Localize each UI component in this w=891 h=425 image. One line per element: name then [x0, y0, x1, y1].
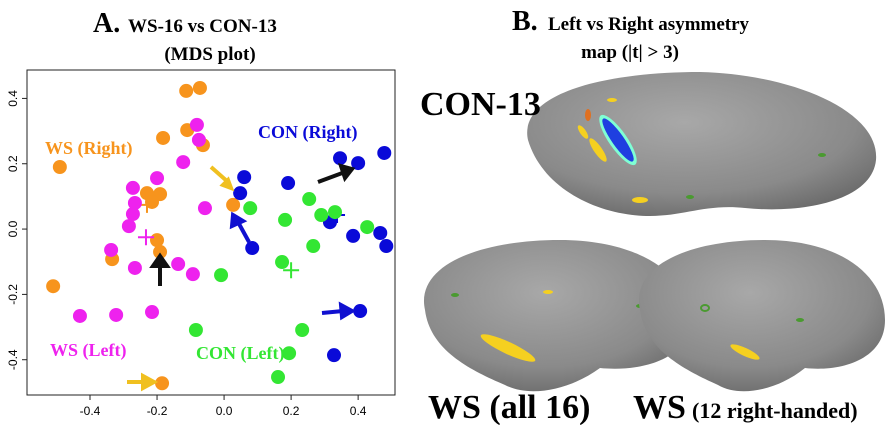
point [314, 208, 328, 222]
point [192, 133, 206, 147]
point [327, 348, 341, 362]
point [186, 267, 200, 281]
x-tick-label: 0.4 [350, 404, 367, 418]
point [155, 376, 169, 390]
series-label: WS (Left) [50, 340, 126, 361]
point [328, 205, 342, 219]
y-tick-label: 0.2 [6, 155, 20, 172]
point [333, 151, 347, 165]
brain-surface [639, 240, 885, 391]
point [346, 229, 360, 243]
arrow-head [341, 166, 352, 178]
point [233, 186, 247, 200]
point [171, 257, 185, 271]
y-tick-label: -0.2 [6, 284, 20, 305]
point [150, 233, 164, 247]
point [295, 323, 309, 337]
arrow [318, 172, 345, 182]
point [109, 308, 123, 322]
point [281, 176, 295, 190]
blob [543, 290, 553, 294]
y-tick-label: 0.4 [6, 90, 20, 107]
point [104, 243, 118, 257]
chart-subtitle: (MDS plot) [164, 44, 255, 65]
blob [632, 197, 648, 203]
brain-label: (12 right-handed) [692, 398, 858, 423]
point [150, 171, 164, 185]
point [179, 84, 193, 98]
point [245, 241, 259, 255]
point [126, 207, 140, 221]
blob [686, 195, 694, 199]
point [145, 305, 159, 319]
point [128, 261, 142, 275]
series-label: CON (Left) [196, 343, 284, 364]
point [360, 220, 374, 234]
panel-title: Left vs Right asymmetry [548, 14, 750, 35]
arrow-head [143, 376, 154, 388]
point [46, 279, 60, 293]
blob [451, 293, 459, 297]
point [198, 201, 212, 215]
point [226, 198, 240, 212]
point [306, 239, 320, 253]
point [379, 239, 393, 253]
blob [796, 318, 804, 322]
point [377, 146, 391, 160]
point [302, 192, 316, 206]
arrow-head [341, 305, 352, 317]
series-label: CON (Right) [258, 122, 358, 143]
plot-area: -0.4 -0.2 0.0 0.2 0.4 -0.4 -0.2 0.0 0.2 0.4 WS (Ri… [6, 81, 393, 418]
point [156, 131, 170, 145]
point [122, 219, 136, 233]
series-label: WS (Right) [45, 138, 133, 159]
brain-con [527, 72, 876, 216]
point [73, 309, 87, 323]
point [53, 160, 67, 174]
point [373, 226, 387, 240]
point [126, 181, 140, 195]
point [243, 201, 257, 215]
arrow-head [153, 256, 167, 266]
point [278, 213, 292, 227]
point [237, 170, 251, 184]
brain-label: CON-13 [420, 86, 541, 123]
blob [818, 153, 826, 157]
arrow-head [223, 180, 231, 188]
brain-label: WS [633, 389, 686, 425]
brain-surface [527, 72, 876, 216]
point [271, 370, 285, 384]
x-tick-label: 0.2 [283, 404, 300, 418]
arrow [238, 222, 249, 242]
point [176, 155, 190, 169]
x-tick-label: -0.2 [147, 404, 168, 418]
x-tick-label: -0.4 [80, 404, 101, 418]
point [189, 323, 203, 337]
y-tick-label: -0.4 [6, 349, 20, 370]
y-tick-label: 0.0 [6, 220, 20, 237]
point [275, 255, 289, 269]
point [193, 81, 207, 95]
figure: A. WS-16 vs CON-13 (MDS plot) -0.4 -0.2 0.… [0, 0, 891, 425]
point [214, 268, 228, 282]
brain-ws-rh [639, 240, 885, 391]
panel-title: map (|t| > 3) [581, 42, 679, 63]
blob [585, 109, 591, 121]
panel-letter: A. [93, 8, 120, 39]
x-tick-label: 0.0 [216, 404, 233, 418]
blob [607, 98, 617, 102]
chart-title: WS-16 vs CON-13 [128, 16, 277, 37]
panel-letter: B. [512, 6, 538, 37]
brain-label: WS (all 16) [428, 389, 590, 425]
point [190, 118, 204, 132]
